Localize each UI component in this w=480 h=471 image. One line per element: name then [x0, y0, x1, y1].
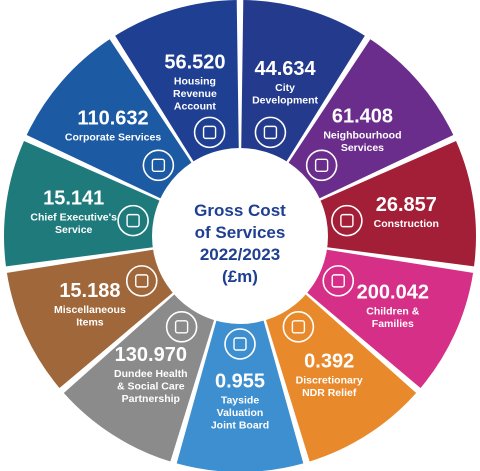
- donut-segment: [6, 248, 178, 389]
- slice-value-label: 56.520: [164, 52, 225, 74]
- chart-title-line: (£m): [222, 267, 258, 286]
- document-search-icon: [224, 328, 256, 360]
- slice-category-label: Chief Executive's: [30, 212, 117, 224]
- chart-title: Gross Cost of Services 2022/2023 (£m): [194, 201, 286, 286]
- slice-category-label: NDR Relief: [302, 387, 357, 399]
- neighbourhood-houses-icon: [305, 149, 338, 182]
- donut-segment: [176, 314, 304, 471]
- slice-category-label: Dundee Health: [114, 368, 188, 380]
- slice-category-label: Joint Board: [211, 419, 269, 431]
- slice-value-label: 15.141: [43, 188, 104, 210]
- chart-title-line: 2022/2023: [200, 245, 280, 264]
- slice-value-label: 0.955: [215, 370, 265, 392]
- caring-hands-icon: [165, 311, 198, 343]
- slice-category-label: City: [275, 82, 295, 94]
- gear-cycle-icon: [117, 204, 149, 237]
- donut-segment: [315, 140, 476, 267]
- slice-value-label: 61.408: [332, 105, 393, 127]
- slice-value-label: 110.632: [77, 108, 148, 130]
- chart-title-line: Gross Cost: [194, 201, 286, 220]
- city-map-icon: [254, 116, 287, 149]
- slice-category-label: Families: [372, 318, 414, 330]
- family-group-icon: [322, 265, 355, 297]
- slice-value-label: 0.392: [304, 350, 354, 372]
- donut-segment: [302, 248, 474, 389]
- slice-category-label: Account: [174, 101, 217, 113]
- slice-category-label: Tayside: [221, 394, 259, 406]
- slice-category-label: Children &: [366, 305, 420, 317]
- hand-pound-icon: [282, 311, 315, 343]
- slice-category-label: Services: [341, 142, 384, 154]
- donut-segment: [241, 0, 365, 167]
- slice-category-label: Items: [76, 317, 104, 329]
- house-pound-icon: [193, 116, 226, 149]
- slice-value-label: 15.188: [59, 280, 120, 302]
- slice-value-label: 130.970: [115, 344, 187, 366]
- slice-value-label: 44.634: [254, 58, 316, 80]
- slice-category-label: Corporate Services: [65, 132, 161, 144]
- brick-wall-icon: [331, 204, 363, 237]
- slice-category-label: Valuation: [217, 407, 264, 419]
- slice-category-label: Miscellaneous: [54, 304, 126, 316]
- people-network-icon: [142, 149, 175, 182]
- chart-title-line: of Services: [195, 223, 286, 242]
- slice-category-label: & Social Care: [117, 381, 185, 393]
- slice-value-label: 200.042: [357, 281, 429, 303]
- donut-segment: [4, 140, 165, 267]
- slice-category-label: Discretionary: [296, 374, 363, 386]
- slice-category-label: Development: [252, 94, 318, 106]
- slice-category-label: Housing: [174, 76, 216, 88]
- center-hole: [152, 148, 328, 324]
- donut-segment: [115, 0, 239, 167]
- slice-category-label: Revenue: [173, 88, 217, 100]
- slice-category-label: Neighbourhood: [323, 129, 401, 141]
- slice-value-label: 26.857: [376, 194, 437, 216]
- slice-category-label: Construction: [374, 218, 439, 230]
- slice-category-label: Service: [55, 224, 93, 236]
- slice-category-label: Partnership: [122, 393, 180, 405]
- open-box-icon: [125, 265, 158, 297]
